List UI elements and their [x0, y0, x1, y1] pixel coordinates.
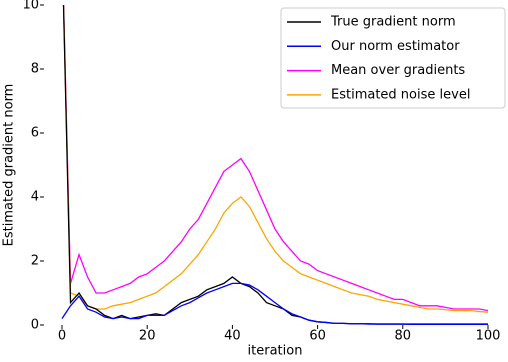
line-series — [62, 5, 489, 312]
x-tick-label: 20 — [139, 329, 156, 344]
x-tick-label: 40 — [224, 329, 241, 344]
plot-area — [61, 5, 489, 325]
y-tick-label: 8 — [31, 62, 39, 77]
y-tick-label: 10 — [22, 0, 39, 13]
x-tick-label: 0 — [58, 329, 66, 344]
x-axis-label: iteration — [248, 344, 303, 359]
y-tick-label: 2 — [31, 254, 39, 269]
y-tick-label: 4 — [31, 190, 39, 205]
legend-label: Our norm estimator — [331, 39, 460, 54]
legend-box — [280, 7, 506, 109]
legend-label: Mean over gradients — [331, 63, 465, 78]
x-tick-label: 80 — [395, 329, 412, 344]
line-series — [62, 5, 489, 313]
y-axis-label: Estimated gradient norm — [2, 84, 17, 247]
y-tick-label: 0 — [31, 318, 39, 333]
legend-label: Estimated noise level — [331, 87, 470, 102]
x-tick-label: 60 — [309, 329, 326, 344]
x-tick-label: 100 — [476, 329, 501, 344]
legend-label: True gradient norm — [330, 15, 456, 30]
line-series — [61, 282, 488, 325]
y-tick-label: 6 — [31, 126, 39, 141]
